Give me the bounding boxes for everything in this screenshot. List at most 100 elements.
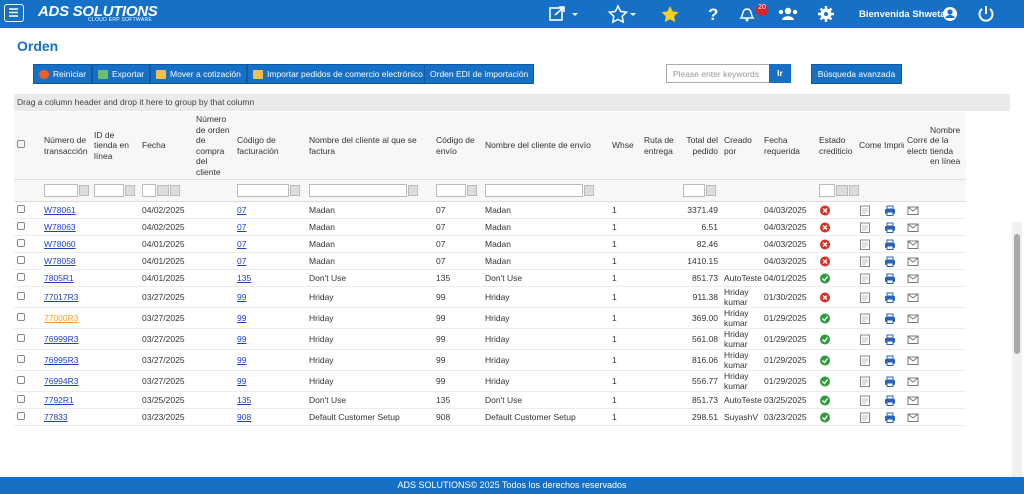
column-header[interactable]: Nombre de la tienda en línea (927, 112, 966, 180)
advanced-search-button[interactable]: Búsqueda avanzada (811, 64, 902, 84)
search-input[interactable]: Please enter keywords (666, 64, 770, 83)
row-checkbox[interactable] (17, 334, 25, 342)
column-header[interactable]: Correo electrónico (904, 112, 927, 180)
credit-status-icon[interactable] (819, 239, 831, 250)
move-quote-button[interactable]: Mover a cotización (150, 64, 247, 84)
print-icon[interactable] (884, 355, 896, 366)
search-button[interactable]: Ir (769, 64, 791, 83)
row-checkbox[interactable] (17, 376, 25, 384)
filter-button[interactable] (290, 185, 300, 196)
email-icon[interactable] (907, 273, 919, 284)
email-icon[interactable] (907, 222, 919, 233)
print-icon[interactable] (884, 334, 896, 345)
star-icon[interactable] (661, 6, 679, 23)
credit-status-icon[interactable] (819, 355, 831, 366)
filter-input[interactable] (142, 184, 156, 197)
column-header[interactable]: ID de tienda en línea (91, 112, 139, 180)
billing-code-link[interactable]: 99 (237, 355, 247, 365)
credit-status-icon[interactable] (819, 222, 831, 233)
column-header[interactable]: Whse (609, 112, 641, 180)
billing-code-link[interactable]: 908 (237, 412, 252, 422)
billing-code-link[interactable]: 99 (237, 376, 247, 386)
comment-icon[interactable] (859, 313, 871, 324)
billing-code-link[interactable]: 99 (237, 292, 247, 302)
email-icon[interactable] (907, 376, 919, 387)
email-icon[interactable] (907, 395, 919, 406)
transaction-link[interactable]: 77833 (44, 412, 68, 422)
menu-button[interactable] (4, 4, 24, 22)
transaction-link[interactable]: W78063 (44, 222, 76, 232)
filter-input[interactable] (819, 184, 835, 197)
column-header[interactable]: Total del pedido (680, 112, 721, 180)
billing-code-link[interactable]: 07 (237, 222, 247, 232)
import-ecommerce-button[interactable]: Importar pedidos de comercio electrónico (247, 64, 429, 84)
transaction-link[interactable]: 77000R3 (44, 313, 79, 323)
filter-input[interactable] (309, 184, 407, 197)
logo[interactable]: ADS SOLUTIONS (38, 3, 158, 20)
export-button[interactable]: Exportar (92, 64, 151, 84)
column-header[interactable]: Ruta de entrega (641, 112, 680, 180)
comment-icon[interactable] (859, 273, 871, 284)
credit-status-icon[interactable] (819, 273, 831, 284)
transaction-link[interactable]: W78060 (44, 239, 76, 249)
import-edi-button[interactable]: Orden EDI de importación (424, 64, 535, 84)
filter-input[interactable] (94, 184, 124, 197)
filter-button[interactable] (849, 185, 859, 196)
email-icon[interactable] (907, 334, 919, 345)
column-header[interactable]: Comentario (856, 112, 881, 180)
filter-button[interactable] (584, 185, 594, 196)
row-checkbox[interactable] (17, 273, 25, 281)
select-all-checkbox[interactable] (17, 140, 25, 149)
row-checkbox[interactable] (17, 412, 25, 420)
scrollbar[interactable] (1012, 222, 1022, 477)
row-checkbox[interactable] (17, 313, 25, 321)
settings-icon[interactable] (818, 6, 834, 22)
row-checkbox[interactable] (17, 222, 25, 230)
filter-button[interactable] (706, 185, 716, 196)
filter-input[interactable] (436, 184, 466, 197)
column-header[interactable]: Código de facturación (234, 112, 306, 180)
scrollbar-thumb[interactable] (1014, 234, 1020, 354)
email-icon[interactable] (907, 313, 919, 324)
column-header[interactable]: Número de orden de compra del cliente (193, 112, 234, 180)
print-icon[interactable] (884, 205, 896, 216)
billing-code-link[interactable]: 135 (237, 273, 252, 283)
comment-icon[interactable] (859, 292, 871, 303)
transaction-link[interactable]: 76999R3 (44, 334, 79, 344)
filter-button[interactable] (125, 185, 135, 196)
print-icon[interactable] (884, 256, 896, 267)
row-checkbox[interactable] (17, 292, 25, 300)
billing-code-link[interactable]: 99 (237, 334, 247, 344)
column-header[interactable]: Nombre del cliente de envío (482, 112, 609, 180)
filter-button[interactable] (170, 185, 180, 196)
bell-icon[interactable] (739, 8, 755, 22)
email-icon[interactable] (907, 355, 919, 366)
filter-button[interactable] (79, 185, 89, 196)
comment-icon[interactable] (859, 256, 871, 267)
credit-status-icon[interactable] (819, 313, 831, 324)
transaction-link[interactable]: 7805R1 (44, 273, 74, 283)
comment-icon[interactable] (859, 395, 871, 406)
column-header[interactable]: Estado crediticio (816, 112, 856, 180)
filter-button[interactable] (467, 185, 477, 196)
comment-icon[interactable] (859, 222, 871, 233)
date-picker-button[interactable] (836, 185, 848, 196)
comment-icon[interactable] (859, 355, 871, 366)
favorites-icon[interactable] (607, 4, 637, 24)
comment-icon[interactable] (859, 205, 871, 216)
row-checkbox[interactable] (17, 355, 25, 363)
email-icon[interactable] (907, 292, 919, 303)
print-icon[interactable] (884, 239, 896, 250)
logout-icon[interactable] (978, 6, 994, 22)
email-icon[interactable] (907, 256, 919, 267)
print-icon[interactable] (884, 395, 896, 406)
column-header[interactable]: Código de envío (433, 112, 482, 180)
help-icon[interactable]: ? (708, 5, 718, 24)
filter-input[interactable] (683, 184, 705, 197)
billing-code-link[interactable]: 07 (237, 205, 247, 215)
billing-code-link[interactable]: 135 (237, 395, 252, 405)
transaction-link[interactable]: 7792R1 (44, 395, 74, 405)
print-icon[interactable] (884, 292, 896, 303)
comment-icon[interactable] (859, 376, 871, 387)
email-icon[interactable] (907, 205, 919, 216)
